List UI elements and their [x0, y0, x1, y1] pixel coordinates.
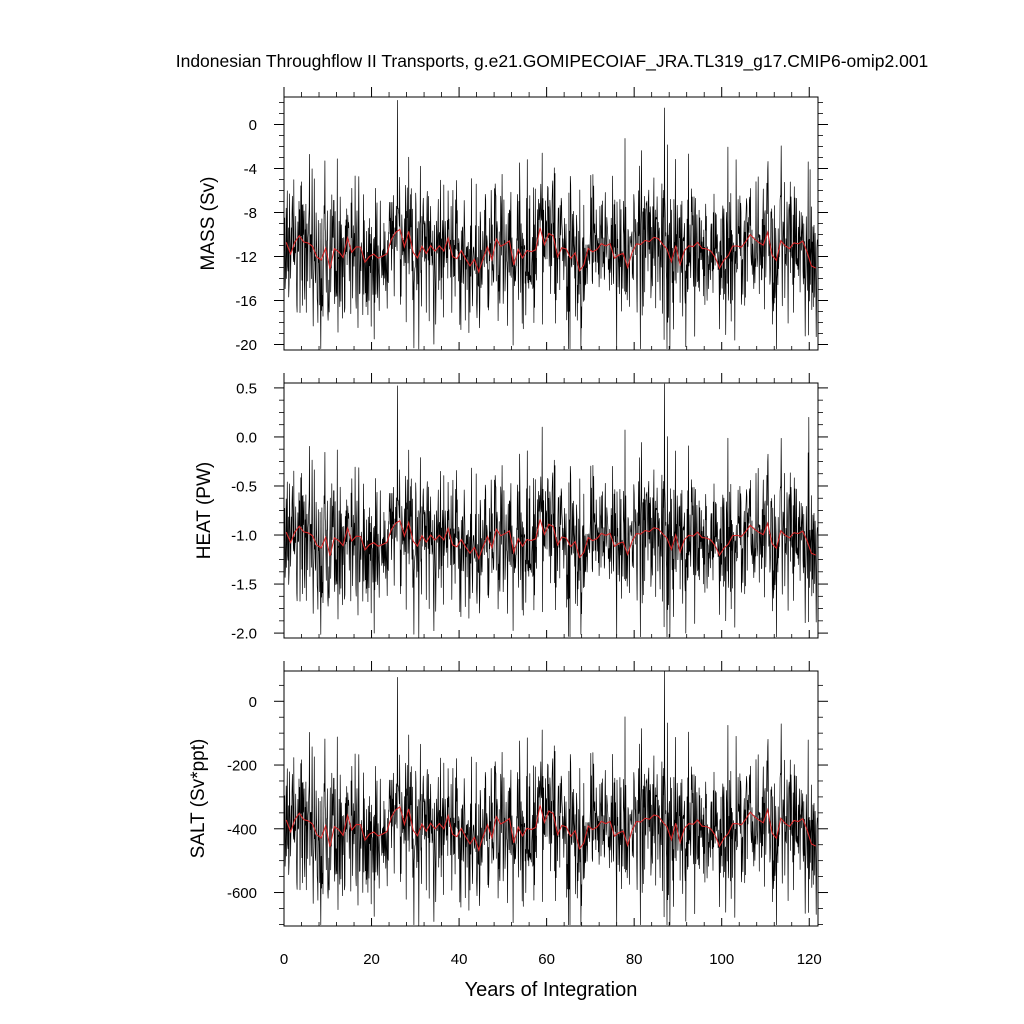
- heat-monthly-line: [283, 383, 818, 639]
- mass-y-tick-label: -12: [235, 249, 257, 266]
- mass-annual-line: [285, 227, 817, 274]
- heat-y-tick-label: -0.5: [231, 478, 257, 495]
- salt-x-tick-label: 40: [451, 951, 468, 968]
- salt-y-tick-label: 0: [249, 694, 257, 711]
- mass-monthly-series: [283, 99, 818, 350]
- salt-x-tick-label: 60: [538, 951, 555, 968]
- mass-annual-series: [285, 227, 817, 274]
- salt-x-tick-label: 20: [363, 951, 380, 968]
- heat-annual-series: [285, 519, 817, 561]
- heat-annual-line: [285, 519, 817, 561]
- salt-x-tick-label: 80: [626, 951, 643, 968]
- heat-y-tick-label: -1.5: [231, 577, 257, 594]
- heat-y-tick-label: -2.0: [231, 626, 257, 643]
- panel-heat: 0.5 0.0 -0.5 -1.0 -1.5 -2.0 HEAT (PW): [194, 373, 828, 643]
- salt-annual-line: [285, 805, 817, 852]
- salt-x-tick-label: 120: [797, 951, 822, 968]
- panel-salt: 0 20 40 60 80 100 120 0 -200 -400 -600 SALT (Sv*pp…: [188, 661, 828, 968]
- heat-axis-ticks: 0.5 0.0 -0.5 -1.0 -1.5 -2.0: [231, 373, 828, 643]
- chart-title: Indonesian Throughflow II Transports, g.…: [176, 51, 929, 72]
- mass-y-tick-label: -8: [244, 205, 257, 222]
- salt-monthly-series: [283, 670, 818, 927]
- salt-y-tick-label: -600: [227, 885, 257, 902]
- mass-y-tick-label: -4: [244, 161, 257, 178]
- salt-y-axis-label: SALT (Sv*ppt): [188, 739, 209, 859]
- salt-y-tick-label: -200: [227, 758, 257, 775]
- salt-x-tick-label: 100: [709, 951, 734, 968]
- mass-y-tick-label: -20: [235, 337, 257, 354]
- salt-axis-ticks: 0 20 40 60 80 100 120 0 -200 -400 -600: [227, 661, 828, 968]
- mass-y-axis-label: MASS (Sv): [198, 177, 219, 271]
- mass-y-tick-label: 0: [249, 117, 257, 134]
- salt-annual-series: [285, 805, 817, 852]
- x-axis-label: Years of Integration: [465, 979, 638, 1001]
- heat-y-tick-label: 0.5: [236, 380, 257, 397]
- heat-y-tick-label: -1.0: [231, 528, 257, 545]
- heat-y-tick-label: 0.0: [236, 429, 257, 446]
- salt-x-tick-label: 0: [280, 951, 288, 968]
- salt-monthly-line: [283, 670, 818, 927]
- mass-axis-ticks: 0 -4 -8 -12 -16 -20: [235, 87, 828, 354]
- heat-y-axis-label: HEAT (PW): [194, 462, 215, 559]
- salt-plot-frame: [283, 670, 819, 927]
- panel-mass: 0 -4 -8 -12 -16 -20 MASS (Sv): [198, 87, 828, 354]
- heat-monthly-series: [283, 383, 818, 639]
- salt-y-tick-label: -400: [227, 821, 257, 838]
- mass-y-tick-label: -16: [235, 293, 257, 310]
- mass-monthly-line: [283, 99, 818, 350]
